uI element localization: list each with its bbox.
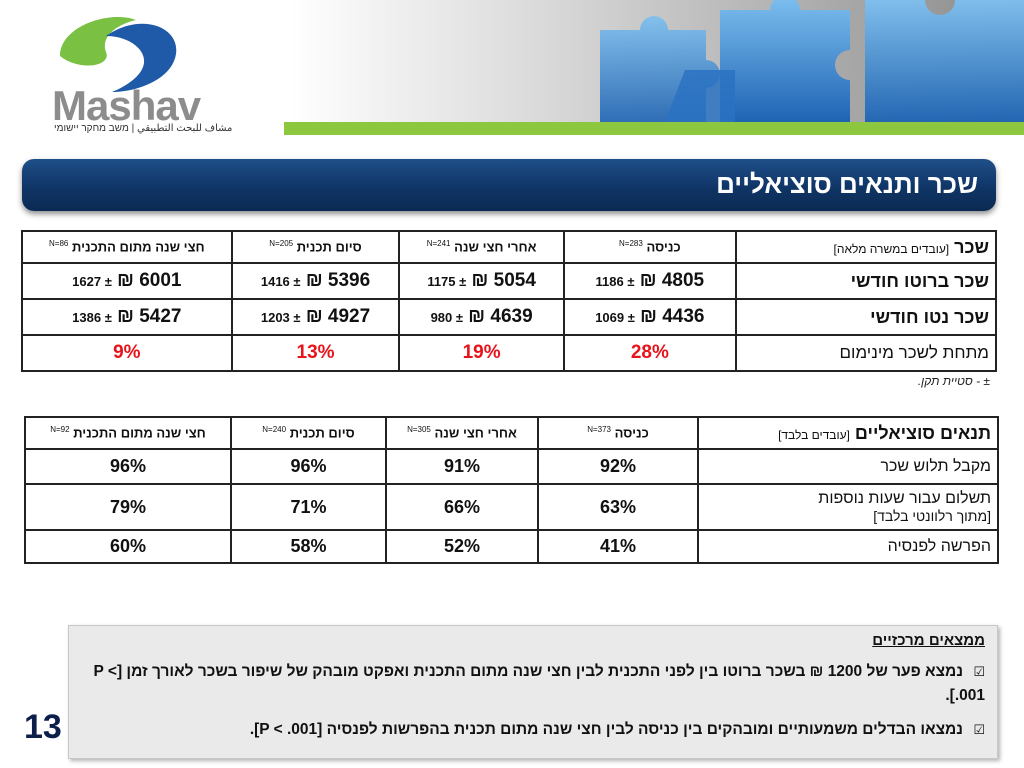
checkbox-icon: ☑ <box>973 664 985 679</box>
table-cell: 52% <box>385 529 539 564</box>
table-cell: 5427 ₪ ± 1386 <box>21 298 233 336</box>
title-bar: שכר ותנאים סוציאליים <box>22 159 996 211</box>
table-cell: 63% <box>537 483 699 531</box>
table-row: מקבל תלוש שכר 92% 91% 96% 96% <box>24 448 999 485</box>
table-row: שכר נטו חודשי 4436 ₪ ± 1069 4639 ₪ ± 980… <box>21 298 998 336</box>
column-header: אחרי חצי שנה N=241 <box>398 230 565 264</box>
column-header: חצי שנה מתום התכנית N=86 <box>21 230 233 264</box>
slide-title: שכר ותנאים סוציאליים <box>716 169 978 199</box>
table-row: תשלום עבור שעות נוספות [מתוך רלוונטי בלב… <box>24 483 999 531</box>
table-header-row: שכר [עובדים במשרה מלאה] כניסה N=283 אחרי… <box>21 230 998 264</box>
row-label: הפרשה לפנסיה <box>697 529 999 564</box>
table-cell: 4805 ₪ ± 1186 <box>562 262 737 300</box>
table-header-main: תנאים סוציאליים [עובדים בלבד] <box>697 416 999 450</box>
finding-text: נמצאו הבדלים משמעותיים ומובהקים בין כניס… <box>249 721 963 738</box>
table-cell: 9% <box>21 334 233 372</box>
table-cell: 60% <box>24 529 232 564</box>
finding-text: נמצא פער של 1200 ₪ בשכר ברוטו בין לפני ה… <box>93 663 985 704</box>
table-cell: 71% <box>230 483 387 531</box>
row-label: שכר נטו חודשי <box>734 298 998 336</box>
mashav-logo-icon <box>60 17 177 93</box>
table-cell: 5396 ₪ ± 1416 <box>230 262 401 300</box>
table-cell: 4927 ₪ ± 1203 <box>230 298 401 336</box>
column-header: סיום תכנית N=205 <box>230 230 401 264</box>
findings-box: ממצאים מרכזיים ☑נמצא פער של 1200 ₪ בשכר … <box>68 625 998 759</box>
table-cell: 96% <box>24 448 232 485</box>
table-header-row: תנאים סוציאליים [עובדים בלבד] כניסה N=37… <box>24 416 999 450</box>
column-header: חצי שנה מתום התכנית N=92 <box>24 416 232 450</box>
column-header: סיום תכנית N=240 <box>230 416 387 450</box>
table-cell: 79% <box>24 483 232 531</box>
row-label: תשלום עבור שעות נוספות [מתוך רלוונטי בלב… <box>697 483 999 531</box>
findings-title: ממצאים מרכזיים <box>872 632 985 649</box>
slide-header: Mashav مشاف للبحث التطبيقي | משב מחקר יי… <box>0 0 1024 140</box>
column-header: כניסה N=373 <box>537 416 699 450</box>
table-cell: 58% <box>230 529 387 564</box>
row-label: שכר ברוטו חודשי <box>734 262 998 300</box>
table-cell: 19% <box>398 334 565 372</box>
row-label: מקבל תלוש שכר <box>697 448 999 485</box>
table-cell: 4639 ₪ ± 980 <box>398 298 565 336</box>
table-cell: 6001 ₪ ± 1627 <box>21 262 233 300</box>
row-label: מתחת לשכר מינימום <box>734 334 998 372</box>
logo-wordmark: Mashav <box>52 82 201 129</box>
finding-item: ☑ נמצאו הבדלים משמעותיים ומובהקים בין כני… <box>85 718 985 742</box>
row-label-sub: [מתוך רלוונטי בלבד] <box>873 508 991 524</box>
page-number: 13 <box>24 708 62 746</box>
table-cell: 28% <box>562 334 737 372</box>
table-cell: 96% <box>230 448 387 485</box>
checkbox-icon: ☑ <box>973 722 985 737</box>
puzzle-pieces-image <box>290 0 1024 122</box>
table-cell: 92% <box>537 448 699 485</box>
finding-item: ☑נמצא פער של 1200 ₪ בשכר ברוטו בין לפני … <box>85 660 985 708</box>
header-green-strip <box>284 122 1024 135</box>
table-cell: 5054 ₪ ± 1175 <box>398 262 565 300</box>
table-cell: 91% <box>385 448 539 485</box>
wage-table: שכר [עובדים במשרה מלאה] כניסה N=283 אחרי… <box>21 230 998 372</box>
table-header-main: שכר [עובדים במשרה מלאה] <box>734 230 998 264</box>
column-header: אחרי חצי שנה N=305 <box>385 416 539 450</box>
table-row: מתחת לשכר מינימום 28% 19% 13% 9% <box>21 334 998 372</box>
table-footnote: ± - סטיית תקן. <box>917 374 990 388</box>
social-conditions-table: תנאים סוציאליים [עובדים בלבד] כניסה N=37… <box>24 416 999 564</box>
column-header: כניסה N=283 <box>562 230 737 264</box>
row-label-main: תשלום עבור שעות נוספות <box>818 490 991 507</box>
table-cell: 4436 ₪ ± 1069 <box>562 298 737 336</box>
table-cell: 13% <box>230 334 401 372</box>
logo-subtitle: مشاف للبحث التطبيقي | משב מחקר יישומי <box>54 123 233 134</box>
table-cell: 41% <box>537 529 699 564</box>
table-row: הפרשה לפנסיה 41% 52% 58% 60% <box>24 529 999 564</box>
table-row: שכר ברוטו חודשי 4805 ₪ ± 1186 5054 ₪ ± 1… <box>21 262 998 300</box>
table-cell: 66% <box>385 483 539 531</box>
